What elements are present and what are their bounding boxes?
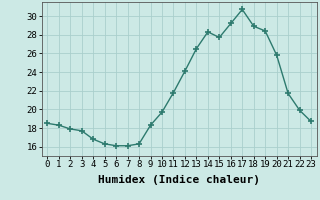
X-axis label: Humidex (Indice chaleur): Humidex (Indice chaleur): [98, 175, 260, 185]
